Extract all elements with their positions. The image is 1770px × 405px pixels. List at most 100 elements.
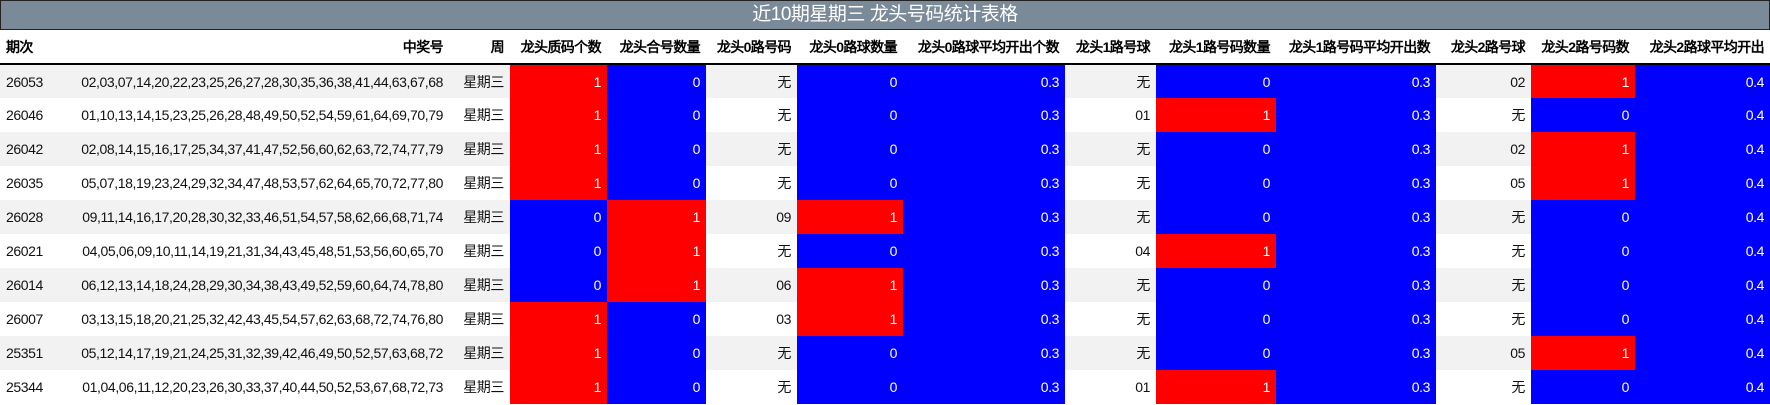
cell-route2-number: 无 bbox=[1436, 234, 1531, 268]
table-row: 26035 05,07,18,19,23,24,29,32,34,47,48,53… bbox=[0, 166, 1770, 200]
cell-route2-count: 0 bbox=[1531, 234, 1635, 268]
cell-weekday: 星期三 bbox=[449, 200, 510, 234]
cell-numbers: 01,04,06,11,12,20,23,26,30,33,37,40,44,5… bbox=[59, 370, 449, 404]
cell-route0-number: 无 bbox=[706, 234, 797, 268]
cell-route1-avg: 0.3 bbox=[1276, 166, 1436, 200]
cell-route0-count: 0 bbox=[797, 98, 903, 132]
cell-route1-number: 01 bbox=[1065, 370, 1156, 404]
cell-route0-avg: 0.3 bbox=[903, 302, 1065, 336]
cell-route1-avg: 0.3 bbox=[1276, 268, 1436, 302]
cell-route0-count: 0 bbox=[797, 370, 903, 404]
cell-numbers: 01,10,13,14,15,23,25,26,28,48,49,50,52,5… bbox=[59, 98, 449, 132]
cell-route0-avg: 0.3 bbox=[903, 132, 1065, 166]
column-header-route0-avg[interactable]: 龙头0路球平均开出个数 bbox=[903, 30, 1065, 65]
cell-route2-avg: 0.4 bbox=[1635, 370, 1770, 404]
column-header-route1-count[interactable]: 龙头1路号码数量 bbox=[1156, 30, 1276, 65]
cell-route2-count: 1 bbox=[1531, 336, 1635, 370]
cell-composite-count: 0 bbox=[607, 336, 706, 370]
cell-route0-avg: 0.3 bbox=[903, 268, 1065, 302]
cell-weekday: 星期三 bbox=[449, 336, 510, 370]
column-header-composite-count[interactable]: 龙头合号数量 bbox=[607, 30, 706, 65]
cell-composite-count: 0 bbox=[607, 132, 706, 166]
cell-route0-count: 0 bbox=[797, 64, 903, 98]
cell-route1-number: 无 bbox=[1065, 302, 1156, 336]
cell-prime-count: 1 bbox=[510, 302, 607, 336]
column-header-issue[interactable]: 期次 bbox=[0, 30, 59, 65]
table-title: 近10期星期三 龙头号码统计表格 bbox=[0, 0, 1770, 30]
cell-route0-count: 0 bbox=[797, 166, 903, 200]
cell-route1-count: 0 bbox=[1156, 64, 1276, 98]
table-row: 25351 05,12,14,17,19,21,24,25,31,32,39,42… bbox=[0, 336, 1770, 370]
cell-numbers: 04,05,06,09,10,11,14,19,21,31,34,43,45,4… bbox=[59, 234, 449, 268]
cell-route1-count: 1 bbox=[1156, 98, 1276, 132]
cell-composite-count: 0 bbox=[607, 302, 706, 336]
cell-prime-count: 1 bbox=[510, 166, 607, 200]
cell-route2-count: 1 bbox=[1531, 166, 1635, 200]
cell-issue: 26028 bbox=[0, 200, 59, 234]
cell-route0-avg: 0.3 bbox=[903, 166, 1065, 200]
column-header-route0-count[interactable]: 龙头0路球数量 bbox=[797, 30, 903, 65]
column-header-prime-count[interactable]: 龙头质码个数 bbox=[510, 30, 607, 65]
cell-prime-count: 0 bbox=[510, 234, 607, 268]
cell-composite-count: 0 bbox=[607, 370, 706, 404]
cell-prime-count: 1 bbox=[510, 336, 607, 370]
column-header-route2-avg[interactable]: 龙头2路球平均开出 bbox=[1635, 30, 1770, 65]
cell-route1-count: 0 bbox=[1156, 166, 1276, 200]
cell-route0-count: 0 bbox=[797, 132, 903, 166]
column-header-route2-count[interactable]: 龙头2路号码数 bbox=[1531, 30, 1635, 65]
cell-route0-number: 06 bbox=[706, 268, 797, 302]
cell-issue: 26042 bbox=[0, 132, 59, 166]
cell-issue: 26007 bbox=[0, 302, 59, 336]
cell-prime-count: 1 bbox=[510, 370, 607, 404]
table-row: 26046 01,10,13,14,15,23,25,26,28,48,49,50… bbox=[0, 98, 1770, 132]
cell-weekday: 星期三 bbox=[449, 64, 510, 98]
cell-numbers: 09,11,14,16,17,20,28,30,32,33,46,51,54,5… bbox=[59, 200, 449, 234]
table-body: 26053 02,03,07,14,20,22,23,25,26,27,28,30… bbox=[0, 64, 1770, 404]
cell-route2-count: 0 bbox=[1531, 268, 1635, 302]
cell-route2-avg: 0.4 bbox=[1635, 268, 1770, 302]
cell-route2-number: 02 bbox=[1436, 64, 1531, 98]
stats-table: 期次 中奖号周龙头质码个数 龙头合号数量 龙头0路号码 龙头0路球数量 龙头0路球平均开出… bbox=[0, 30, 1770, 404]
cell-route0-count: 1 bbox=[797, 268, 903, 302]
cell-route0-count: 1 bbox=[797, 302, 903, 336]
cell-weekday: 星期三 bbox=[449, 370, 510, 404]
column-header-numbers[interactable]: 中奖号 bbox=[59, 30, 449, 65]
cell-route2-avg: 0.4 bbox=[1635, 64, 1770, 98]
cell-route1-number: 无 bbox=[1065, 200, 1156, 234]
cell-route1-number: 无 bbox=[1065, 166, 1156, 200]
header-row: 期次 中奖号周龙头质码个数 龙头合号数量 龙头0路号码 龙头0路球数量 龙头0路球平均开出… bbox=[0, 30, 1770, 65]
cell-route2-count: 0 bbox=[1531, 98, 1635, 132]
column-header-route2-number[interactable]: 龙头2路号球 bbox=[1436, 30, 1531, 65]
cell-route1-number: 01 bbox=[1065, 98, 1156, 132]
cell-prime-count: 1 bbox=[510, 98, 607, 132]
cell-route1-number: 无 bbox=[1065, 268, 1156, 302]
cell-issue: 25344 bbox=[0, 370, 59, 404]
column-header-route1-avg[interactable]: 龙头1路号码平均开出数 bbox=[1276, 30, 1436, 65]
cell-weekday: 星期三 bbox=[449, 234, 510, 268]
cell-numbers: 02,08,14,15,16,17,25,34,37,41,47,52,56,6… bbox=[59, 132, 449, 166]
cell-route2-avg: 0.4 bbox=[1635, 302, 1770, 336]
cell-numbers: 02,03,07,14,20,22,23,25,26,27,28,30,35,3… bbox=[59, 64, 449, 98]
cell-route2-number: 无 bbox=[1436, 98, 1531, 132]
column-header-route1-number[interactable]: 龙头1路号球 bbox=[1065, 30, 1156, 65]
cell-composite-count: 1 bbox=[607, 200, 706, 234]
cell-route1-avg: 0.3 bbox=[1276, 200, 1436, 234]
cell-route1-count: 0 bbox=[1156, 268, 1276, 302]
cell-route1-avg: 0.3 bbox=[1276, 132, 1436, 166]
cell-route0-avg: 0.3 bbox=[903, 200, 1065, 234]
cell-route1-avg: 0.3 bbox=[1276, 302, 1436, 336]
cell-route2-number: 无 bbox=[1436, 268, 1531, 302]
cell-route2-number: 无 bbox=[1436, 370, 1531, 404]
cell-issue: 25351 bbox=[0, 336, 59, 370]
cell-route0-avg: 0.3 bbox=[903, 64, 1065, 98]
cell-route0-count: 0 bbox=[797, 336, 903, 370]
column-header-weekday[interactable]: 周 bbox=[449, 30, 510, 65]
cell-route1-number: 04 bbox=[1065, 234, 1156, 268]
cell-weekday: 星期三 bbox=[449, 166, 510, 200]
table-row: 26014 06,12,13,14,18,24,28,29,30,34,38,43… bbox=[0, 268, 1770, 302]
cell-issue: 26053 bbox=[0, 64, 59, 98]
cell-route2-number: 无 bbox=[1436, 302, 1531, 336]
column-header-route0-number[interactable]: 龙头0路号码 bbox=[706, 30, 797, 65]
cell-composite-count: 0 bbox=[607, 98, 706, 132]
cell-numbers: 06,12,13,14,18,24,28,29,30,34,38,43,49,5… bbox=[59, 268, 449, 302]
